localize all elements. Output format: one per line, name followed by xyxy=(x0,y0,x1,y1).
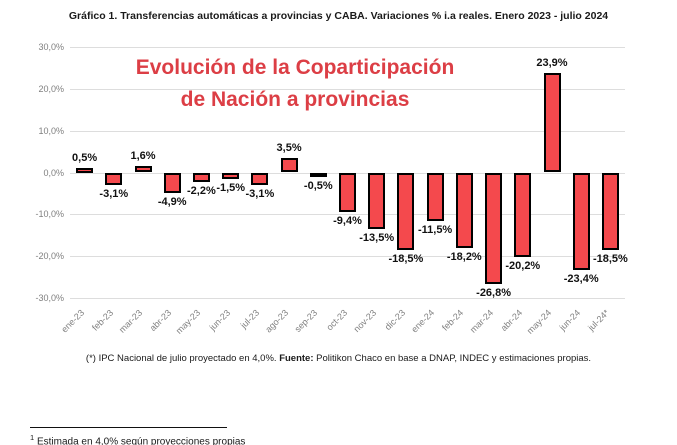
data-label-may-24: 23,9% xyxy=(536,56,568,69)
overlay-title-line2: de Nación a provincias xyxy=(180,88,410,111)
bar-jun-24 xyxy=(572,172,590,271)
data-label-mar-24: -26,8% xyxy=(476,287,512,300)
y-tick-label: 30,0% xyxy=(38,42,64,53)
overlay-title-line1: Evolución de la Coparticipación xyxy=(135,56,455,79)
data-label-ene-23: 0,5% xyxy=(72,152,98,164)
bar-mar-24 xyxy=(485,172,503,285)
bar-sep-23 xyxy=(309,172,327,177)
data-label-may-23: -2,2% xyxy=(187,184,216,197)
gridline xyxy=(70,130,625,132)
gridline xyxy=(70,297,625,299)
bar-dic-23 xyxy=(397,172,415,250)
footnote-marker: 1 xyxy=(30,433,35,442)
footnote-source-text: Politikon Chaco en base a DNAP, INDEC y … xyxy=(313,353,592,364)
data-label-jun-23: -1,5% xyxy=(216,181,246,194)
bar-feb-23 xyxy=(105,172,123,186)
bar-jun-23 xyxy=(222,172,240,179)
bar-abr-24 xyxy=(514,172,532,257)
page-footnote: 1 Estimada en 4,0% según proyecciones pr… xyxy=(30,433,430,445)
overlay-title: Evolución de la Coparticipación de Nació… xyxy=(105,52,485,116)
bar-oct-23 xyxy=(339,172,356,212)
bar-may-24 xyxy=(543,72,561,173)
data-label-feb-24: -18,2% xyxy=(446,251,482,264)
data-label-jun-24: -23,4% xyxy=(563,273,599,286)
data-label-abr-24: -20,2% xyxy=(505,259,541,272)
source-footnote: (*) IPC Nacional de julio proyectado en … xyxy=(0,353,677,364)
data-label-jul-23: -3,1% xyxy=(245,188,275,201)
data-label-ene-24: -11,5% xyxy=(417,223,453,236)
gridline xyxy=(70,89,625,91)
bar-ago-23 xyxy=(280,157,298,173)
y-tick-label: 0,0% xyxy=(43,167,64,178)
footnote-separator xyxy=(30,427,227,428)
bar-ene-23 xyxy=(76,168,94,173)
data-label-feb-23: -3,1% xyxy=(99,188,129,201)
data-label-dic-23: -18,5% xyxy=(388,252,424,265)
data-label-jul-24*: -18,5% xyxy=(592,252,628,265)
bar-jul-23 xyxy=(251,172,269,186)
bar-may-23 xyxy=(192,172,210,182)
bar-abr-23 xyxy=(163,172,181,193)
gridline xyxy=(70,255,625,257)
chart-title: Gráfico 1. Transferencias automáticas a … xyxy=(68,10,609,22)
y-tick-label: 20,0% xyxy=(38,84,64,95)
data-label-abr-23: -4,9% xyxy=(157,195,187,208)
data-label-oct-23: -9,4% xyxy=(333,214,362,227)
y-tick-label: -20,0% xyxy=(35,250,64,261)
bar-jul-24* xyxy=(601,172,619,250)
footnote-text: Estimada en 4,0% según proyecciones prop… xyxy=(34,436,246,445)
y-tick-label: 10,0% xyxy=(38,125,64,136)
bar-mar-23 xyxy=(134,165,152,173)
data-label-nov-23: -13,5% xyxy=(359,231,395,244)
data-label-sep-23: -0,5% xyxy=(303,180,333,192)
footnote-pre-text: (*) IPC Nacional de julio proyectado en … xyxy=(85,353,280,364)
data-label-mar-23: 1,6% xyxy=(130,149,156,162)
bar-ene-24 xyxy=(426,172,444,221)
gridline xyxy=(70,214,625,216)
data-label-ago-23: 3,5% xyxy=(276,141,302,154)
bar-nov-23 xyxy=(368,172,386,229)
y-tick-label: -10,0% xyxy=(35,209,64,220)
bar-feb-24 xyxy=(455,172,473,249)
y-tick-label: -30,0% xyxy=(35,292,64,303)
footnote-source-label: Fuente: xyxy=(279,353,314,364)
gridline xyxy=(70,47,625,49)
